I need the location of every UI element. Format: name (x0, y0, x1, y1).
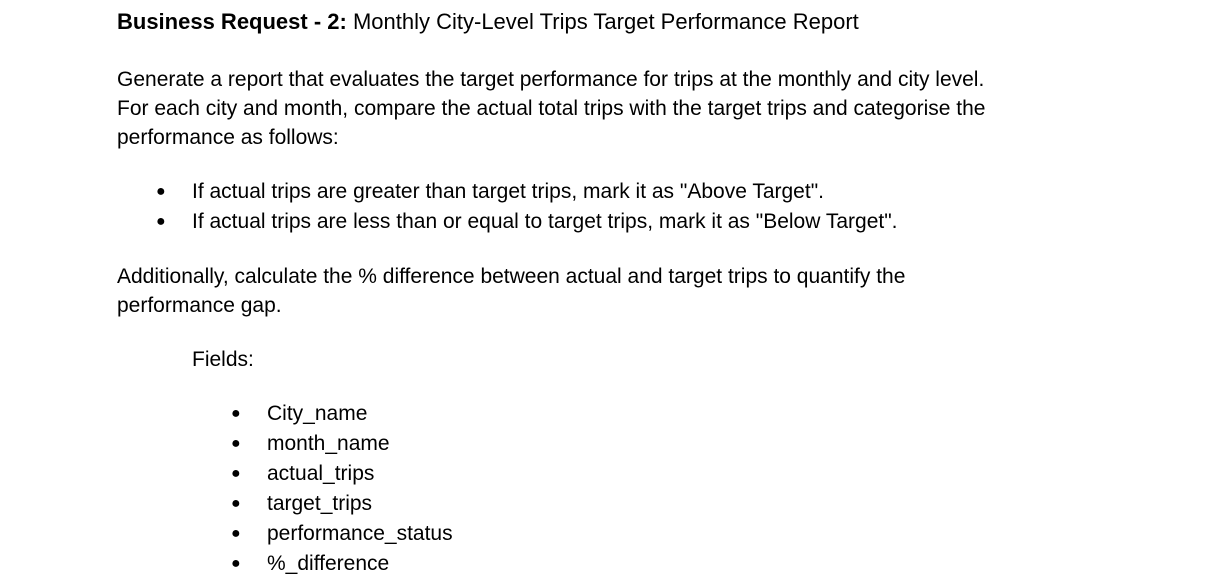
list-item: ● target_trips (231, 489, 453, 519)
bullet-icon: ● (156, 183, 166, 200)
fields-list: ● City_name ● month_name ● actual_trips ● ta… (231, 399, 453, 579)
list-item: ● %_difference (231, 549, 453, 579)
bullet-icon: ● (231, 405, 241, 422)
list-item: ● performance_status (231, 519, 453, 549)
field-name: actual_trips (267, 462, 375, 485)
bullet-icon: ● (156, 213, 166, 230)
rule-text: If actual trips are greater than target … (192, 180, 824, 203)
title-text: Monthly City-Level Trips Target Performa… (346, 9, 859, 34)
list-item: ● City_name (231, 399, 453, 429)
intro-paragraph: Generate a report that evaluates the tar… (117, 68, 986, 149)
field-name: target_trips (267, 492, 373, 515)
page-title: Business Request - 2: Monthly City-Level… (117, 8, 859, 36)
additional-paragraph: Additionally, calculate the % difference… (117, 265, 906, 317)
rules-list: ● If actual trips are greater than target… (156, 177, 898, 237)
field-name: %_difference (267, 552, 390, 575)
title-prefix: Business Request - 2: (117, 9, 347, 34)
bullet-icon: ● (231, 495, 241, 512)
list-item: ● month_name (231, 429, 453, 459)
list-item: ● actual_trips (231, 459, 453, 489)
field-name: month_name (267, 432, 390, 455)
list-item: ● If actual trips are greater than target… (156, 177, 898, 207)
list-item: ● If actual trips are less than or equal … (156, 207, 898, 237)
bullet-icon: ● (231, 525, 241, 542)
bullet-icon: ● (231, 465, 241, 482)
fields-label: Fields: (192, 348, 254, 371)
bullet-icon: ● (231, 435, 241, 452)
rule-text: If actual trips are less than or equal t… (192, 210, 898, 233)
field-name: performance_status (267, 522, 453, 545)
bullet-icon: ● (231, 555, 241, 572)
field-name: City_name (267, 402, 368, 425)
